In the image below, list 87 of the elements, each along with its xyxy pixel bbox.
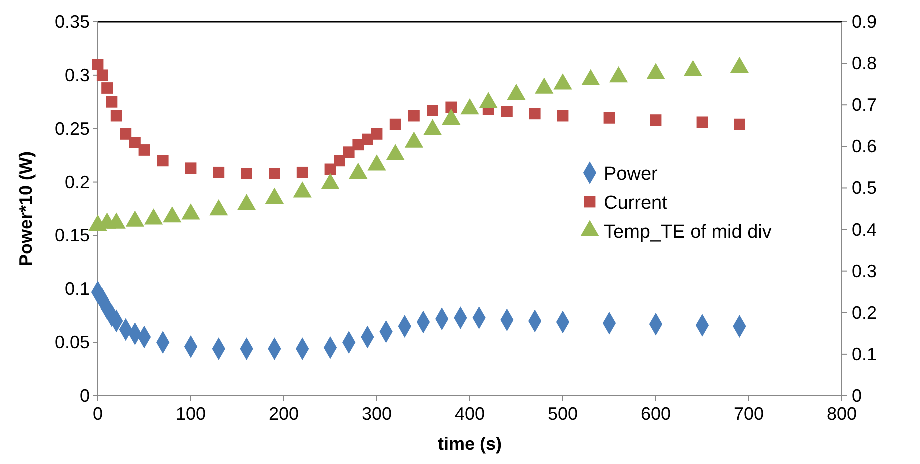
point — [265, 188, 284, 204]
point — [442, 108, 461, 126]
point — [609, 66, 628, 83]
point — [734, 118, 746, 130]
x-tick-label: 100 — [176, 404, 206, 424]
y-tick-label: 0.3 — [64, 65, 90, 86]
point — [460, 98, 480, 115]
point — [479, 92, 498, 108]
point — [650, 114, 662, 126]
x-tick-label: 200 — [268, 404, 300, 424]
point — [502, 106, 513, 118]
x-tick-label: 500 — [548, 404, 578, 424]
point — [446, 102, 458, 114]
y2-tick-label: 0.4 — [852, 220, 878, 240]
y2-tick-label: 0.9 — [852, 12, 878, 32]
y2-tick-label: 0.3 — [852, 261, 878, 282]
point — [269, 168, 280, 180]
point — [427, 104, 438, 116]
point — [371, 128, 383, 140]
point — [730, 56, 750, 74]
y-tick-label: 0.2 — [64, 172, 90, 192]
point — [368, 154, 386, 171]
y2-tick-label: 0.8 — [852, 54, 878, 74]
y2-tick-label: 0.6 — [852, 136, 878, 157]
point — [535, 78, 554, 94]
point — [138, 144, 150, 156]
point — [144, 208, 164, 225]
y-axis-title: Power*10 (W) — [16, 151, 36, 267]
y2-tick-label: 0.5 — [852, 178, 878, 198]
y-tick-label: 0.15 — [54, 226, 90, 246]
point — [423, 119, 442, 136]
point — [130, 137, 141, 148]
y2-tick-label: 0.7 — [852, 95, 878, 116]
point — [684, 60, 703, 76]
point — [557, 110, 569, 122]
point — [696, 116, 708, 128]
point — [185, 162, 197, 174]
x-tick-label: 700 — [734, 404, 764, 424]
point — [604, 112, 616, 124]
point — [293, 182, 312, 198]
point — [343, 146, 355, 158]
point — [120, 128, 132, 140]
point — [106, 96, 118, 108]
y-tick-label: 0.25 — [54, 118, 90, 139]
x-tick-label: 800 — [826, 404, 858, 424]
point — [241, 168, 252, 180]
point — [529, 108, 541, 120]
y2-tick-label: 0.2 — [852, 302, 878, 323]
point — [582, 69, 600, 86]
point — [334, 155, 346, 167]
point — [163, 206, 182, 223]
point — [157, 155, 169, 167]
point — [96, 70, 108, 82]
legend-label: Temp_TE of mid div — [604, 222, 772, 243]
point — [404, 132, 424, 148]
y-tick-label: 0.1 — [64, 279, 90, 300]
point — [646, 63, 666, 80]
point — [349, 162, 368, 180]
x-axis-title: time (s) — [438, 434, 502, 454]
point — [554, 74, 572, 90]
point — [237, 194, 256, 210]
x-tick-label: 600 — [640, 404, 672, 424]
point — [408, 110, 420, 122]
point — [182, 204, 200, 220]
y2-tick-label: 0.1 — [852, 344, 878, 364]
point — [296, 166, 308, 178]
legend-label: Power — [604, 164, 659, 185]
point — [110, 110, 122, 122]
x-tick-label: 400 — [454, 404, 486, 424]
point — [213, 166, 225, 178]
point — [321, 173, 340, 190]
point — [390, 118, 402, 130]
x-tick-label: 0 — [92, 404, 104, 424]
point — [126, 210, 145, 227]
x-tick-label: 300 — [362, 404, 392, 424]
point — [386, 144, 405, 160]
point — [92, 59, 104, 70]
y-tick-label: 0.35 — [54, 12, 90, 32]
point — [107, 212, 126, 229]
y-tick-label: 0 — [80, 386, 90, 406]
y2-tick-label: 0 — [852, 386, 862, 406]
point — [352, 139, 364, 151]
y-tick-label: 0.05 — [54, 332, 90, 353]
legend-label: Current — [604, 193, 668, 214]
point — [507, 84, 526, 100]
point — [210, 200, 228, 216]
point — [102, 82, 113, 94]
